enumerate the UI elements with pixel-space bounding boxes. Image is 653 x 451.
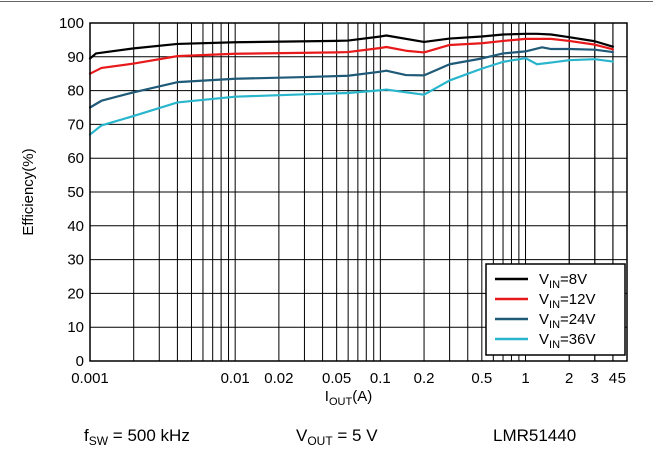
x-tick-label: 0.5 — [471, 370, 492, 387]
y-tick-label: 70 — [67, 116, 84, 133]
legend-label: VIN=12V — [539, 291, 595, 311]
y-tick-label: 90 — [67, 49, 84, 66]
footer-fsw-main: f — [84, 426, 89, 445]
footer-vout-tail: = 5 V — [333, 426, 379, 445]
y-axis-title: Efficiency(%) — [20, 148, 37, 235]
footer-vout-sub: OUT — [307, 434, 333, 448]
x-tick-label: 2 — [565, 370, 573, 387]
y-tick-labels: 0 10 20 30 40 50 60 70 80 90 100 — [59, 15, 84, 370]
series-line — [88, 37, 615, 75]
x-tick-label: 0.02 — [264, 370, 293, 387]
x-tick-label: 0.1 — [370, 370, 391, 387]
x-axis-title-sub: OUT — [329, 396, 353, 408]
x-axis-title-tail: (A) — [352, 388, 372, 405]
x-axis-title: IOUT(A) — [325, 388, 372, 408]
footer-fsw-sub: SW — [89, 434, 109, 448]
x-tick-label: 0.2 — [414, 370, 435, 387]
x-axis-title-main: I — [325, 388, 329, 405]
footer: fSW = 500 kHz VOUT = 5 V LMR51440 — [84, 426, 576, 448]
x-tick-label: 0.05 — [322, 370, 351, 387]
x-tick-label: 0.001 — [71, 370, 109, 387]
y-tick-label: 10 — [67, 319, 84, 336]
plot-frame — [89, 22, 628, 362]
series-lines — [88, 32, 615, 136]
y-tick-label: 40 — [67, 218, 84, 235]
x-tick-labels: 0.001 0.01 0.02 0.05 0.1 0.2 0.5 1 2 3 4 5 — [71, 370, 626, 387]
footer-part-number: LMR51440 — [493, 426, 576, 445]
legend-label: VIN=8V — [539, 271, 587, 291]
y-tick-label: 60 — [67, 150, 84, 167]
y-tick-label: 20 — [67, 285, 84, 302]
y-tick-label: 30 — [67, 252, 84, 269]
series-line — [88, 57, 615, 136]
footer-vout-main: V — [296, 426, 308, 445]
legend-label: VIN=36V — [539, 331, 595, 351]
x-tick-label: 1 — [521, 370, 529, 387]
x-tick-label: 5 — [618, 370, 626, 387]
x-tick-label: 3 — [591, 370, 599, 387]
x-tick-label: 0.01 — [221, 370, 250, 387]
y-tick-label: 80 — [67, 83, 84, 100]
legend-label: VIN=24V — [539, 311, 595, 331]
series-line — [88, 46, 615, 109]
series-line — [88, 32, 615, 60]
footer-vout: VOUT = 5 V — [296, 426, 378, 448]
y-tick-label: 100 — [59, 15, 84, 32]
footer-fsw: fSW = 500 kHz — [84, 426, 190, 448]
footer-fsw-tail: = 500 kHz — [108, 426, 190, 445]
y-tick-label: 0 — [76, 353, 84, 370]
x-tick-label: 4 — [609, 370, 617, 387]
y-tick-label: 50 — [67, 184, 84, 201]
